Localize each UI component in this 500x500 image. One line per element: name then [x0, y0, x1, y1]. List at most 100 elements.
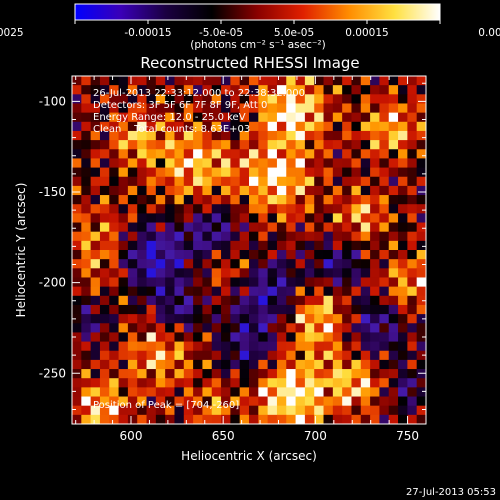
- heatmap-cell: [267, 112, 278, 123]
- heatmap-cell: [276, 259, 287, 269]
- heatmap-cell: [239, 350, 250, 361]
- heatmap-cell: [276, 268, 287, 278]
- heatmap-cell: [165, 277, 175, 288]
- heatmap-cell: [286, 231, 296, 242]
- heatmap-cell: [183, 414, 194, 425]
- heatmap-cell: [174, 414, 185, 425]
- heatmap-cell: [193, 240, 203, 251]
- heatmap-cell: [137, 304, 147, 315]
- heatmap-cell: [249, 130, 259, 141]
- heatmap-cell: [342, 140, 352, 150]
- heatmap-cell: [258, 259, 269, 269]
- heatmap-cell: [239, 158, 250, 168]
- heatmap-cell: [295, 167, 306, 178]
- heatmap-cell: [286, 140, 296, 150]
- heatmap-cell: [137, 103, 147, 114]
- heatmap-cell: [276, 405, 287, 416]
- heatmap-cell: [174, 405, 185, 416]
- heatmap-cell: [267, 387, 278, 397]
- heatmap-cell: [360, 268, 371, 278]
- heatmap-cell: [370, 396, 380, 407]
- heatmap-cell: [249, 231, 259, 242]
- heatmap-cell: [193, 121, 203, 132]
- heatmap-cell: [342, 85, 352, 95]
- heatmap-cell: [165, 378, 175, 388]
- heatmap-cell: [81, 332, 92, 342]
- heatmap-cell: [267, 140, 278, 150]
- plot-frame: [71, 75, 427, 425]
- heatmap-cell: [388, 158, 399, 168]
- heatmap-cell: [211, 185, 222, 196]
- x-tick-label: 750: [396, 429, 419, 443]
- heatmap-cell: [249, 350, 259, 361]
- heatmap-cell: [360, 167, 371, 178]
- heatmap-cell: [342, 369, 352, 379]
- heatmap-cell: [351, 359, 362, 370]
- heatmap-cell: [388, 76, 399, 86]
- heatmap-cell: [351, 387, 362, 397]
- heatmap-cell: [90, 222, 101, 233]
- heatmap-cell: [155, 103, 166, 114]
- heatmap-cell: [388, 259, 399, 269]
- heatmap-cell: [351, 250, 362, 260]
- heatmap-cell: [127, 195, 138, 205]
- heatmap-cell: [314, 369, 324, 379]
- heatmap-cell: [174, 222, 185, 233]
- heatmap-cell: [146, 85, 157, 95]
- heatmap-cell: [295, 185, 306, 196]
- heatmap-cell: [90, 213, 101, 223]
- heatmap-cell: [416, 323, 427, 333]
- heatmap-cell: [193, 185, 203, 196]
- heatmap-cell: [332, 387, 343, 397]
- heatmap-cell: [370, 130, 380, 141]
- heatmap-cell: [332, 130, 343, 141]
- heatmap-cell: [370, 103, 380, 114]
- heatmap-cell: [183, 231, 194, 242]
- heatmap-cell: [398, 158, 408, 168]
- heatmap-cell: [221, 204, 231, 214]
- heatmap-cell: [370, 295, 380, 306]
- heatmap-cell: [211, 405, 222, 416]
- heatmap-cell: [379, 158, 390, 168]
- heatmap-cell: [276, 204, 287, 214]
- heatmap-cell: [416, 112, 427, 123]
- heatmap-cell: [314, 149, 324, 159]
- heatmap-cell: [72, 94, 82, 104]
- heatmap-cell: [72, 76, 82, 86]
- heatmap-cell: [81, 268, 92, 278]
- heatmap-cell: [127, 222, 138, 233]
- heatmap-cell: [137, 185, 147, 196]
- heatmap-cell: [90, 167, 101, 178]
- heatmap-cell: [249, 396, 259, 407]
- heatmap-cell: [211, 158, 222, 168]
- heatmap-cell: [323, 323, 334, 333]
- heatmap-cell: [146, 369, 157, 379]
- heatmap-cell: [370, 222, 380, 233]
- heatmap-cell: [323, 350, 334, 361]
- heatmap-cell: [286, 176, 296, 187]
- heatmap-cell: [81, 158, 92, 168]
- heatmap-cell: [416, 158, 427, 168]
- heatmap-cell: [72, 332, 82, 342]
- heatmap-cell: [230, 240, 241, 251]
- heatmap-cell: [407, 140, 418, 150]
- heatmap-cell: [249, 158, 259, 168]
- heatmap-cell: [370, 176, 380, 187]
- heatmap-cell: [211, 414, 222, 425]
- heatmap-cell: [342, 414, 352, 425]
- heatmap-cell: [165, 268, 175, 278]
- heatmap-cell: [211, 314, 222, 324]
- heatmap-cell: [379, 76, 390, 86]
- heatmap-cell: [388, 277, 399, 288]
- heatmap-cell: [332, 405, 343, 416]
- heatmap-cell: [155, 304, 166, 315]
- footer-timestamp: 27-Jul-2013 05:53: [406, 487, 496, 498]
- heatmap-cell: [165, 396, 175, 407]
- heatmap-cell: [276, 176, 287, 187]
- heatmap-cell: [360, 277, 371, 288]
- heatmap-cell: [174, 204, 185, 214]
- heatmap-cell: [230, 121, 241, 132]
- heatmap-cell: [342, 350, 352, 361]
- heatmap-cell: [370, 240, 380, 251]
- heatmap-cell: [90, 277, 101, 288]
